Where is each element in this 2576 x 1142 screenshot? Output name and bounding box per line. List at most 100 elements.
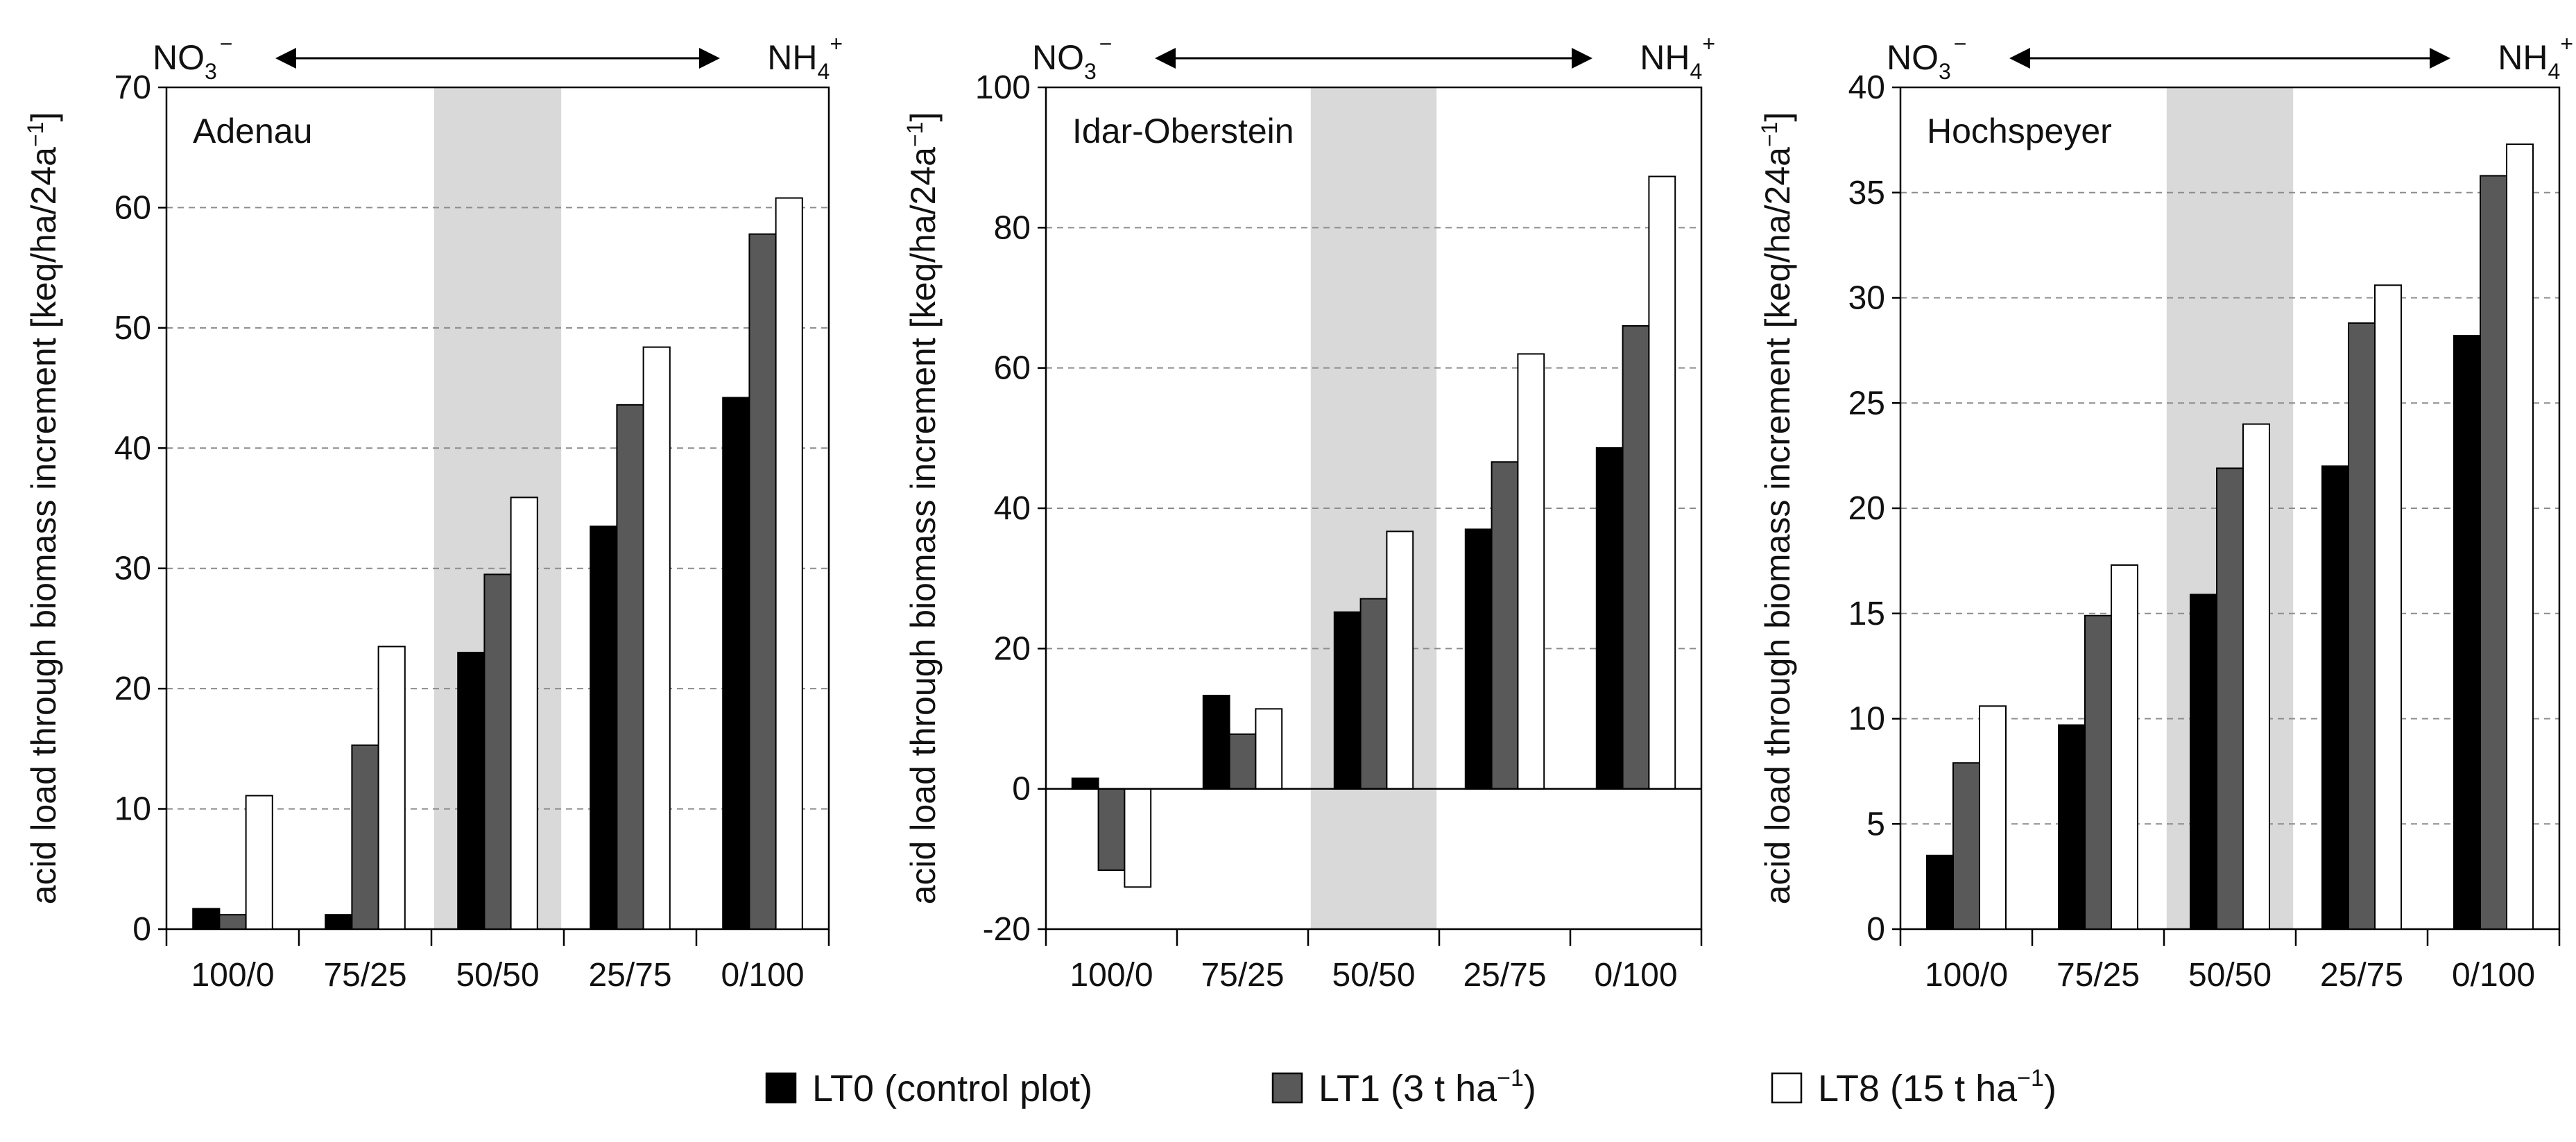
legend-sup: −1 [1497, 1065, 1524, 1091]
site-label: Hochspeyer [1927, 112, 2112, 150]
x-tick-label: 100/0 [191, 957, 274, 994]
x-tick-label: 50/50 [1332, 957, 1415, 994]
legend-label-0: LT0 (control plot) [812, 1068, 1092, 1109]
bar-lt8-0/100 [775, 197, 803, 930]
x-tick-label: 75/25 [1201, 957, 1284, 994]
ion-superscript: − [1099, 31, 1113, 56]
bar-lt0-50/50 [2190, 594, 2217, 930]
y-axis-label: acid load through biomass increment [keq… [1757, 112, 1797, 905]
y-tick-label: 30 [114, 551, 151, 587]
x-tick-label: 25/75 [2320, 957, 2403, 994]
y-tick-label: 0 [1866, 911, 1885, 948]
y-tick-label: 50 [114, 310, 151, 347]
bar-lt1-100/0 [1097, 788, 1126, 872]
x-tick-label: 75/25 [2056, 957, 2140, 994]
y-tick-label: 25 [1848, 385, 1885, 422]
bar-lt0-100/0 [192, 908, 221, 930]
legend-close: ) [2044, 1068, 2056, 1109]
bar-lt0-75/25 [325, 914, 353, 931]
bar-lt0-75/25 [1202, 695, 1230, 790]
ion-superscript: − [220, 31, 233, 56]
y-tick-label: 100 [975, 69, 1031, 106]
bar-lt1-50/50 [2216, 467, 2244, 930]
ylabel-sup: −1 [23, 122, 48, 147]
bar-lt8-50/50 [510, 496, 538, 930]
bar-lt1-0/100 [1622, 325, 1650, 790]
bar-lt0-25/75 [1464, 528, 1493, 790]
y-tick-label: 35 [1848, 175, 1885, 211]
bar-lt8-75/25 [377, 646, 406, 930]
y-tick-label: 40 [1848, 69, 1885, 106]
bar-lt8-100/0 [245, 795, 273, 930]
y-tick-label: 0 [1012, 771, 1031, 808]
site-label: Adenau [193, 112, 312, 150]
ion-superscript: − [1954, 31, 1967, 56]
y-tick-label: 40 [994, 490, 1031, 527]
ylabel-close: ] [1758, 112, 1797, 122]
bar-lt1-75/25 [2084, 614, 2112, 930]
ylabel-sup: −1 [902, 122, 927, 147]
ion-base: NH [767, 38, 817, 77]
ion-base: NH [1640, 38, 1690, 77]
x-tick-label: 0/100 [1594, 957, 1677, 994]
bar-lt8-50/50 [1386, 530, 1414, 790]
y-tick-label: 30 [1848, 280, 1885, 317]
ylabel-close: ] [24, 112, 63, 122]
ion-base: NH [2498, 38, 2548, 77]
x-tick-label: 25/75 [1463, 957, 1546, 994]
legend-swatch-2 [1771, 1072, 1803, 1104]
bar-lt0-100/0 [1926, 854, 1954, 931]
y-tick-label: 60 [994, 350, 1031, 387]
x-tick-label: 50/50 [2188, 957, 2272, 994]
chart-panel-3: 0 5 10 15 20 25 30 35 40 100/0 75/25 50/50 25/75 0/10… [1757, 31, 2573, 994]
ylabel-main: acid load through biomass increment [keq… [24, 147, 63, 905]
ion-base: NO [153, 38, 205, 77]
legend-sup: −1 [2017, 1065, 2044, 1091]
y-tick-label: 15 [1848, 596, 1885, 632]
ion-label-nitrate: NO3− [1032, 31, 1112, 84]
ion-label-ammonium: NH4+ [767, 31, 843, 84]
x-tick-label: 100/0 [1070, 957, 1153, 994]
x-tick-label: 50/50 [456, 957, 539, 994]
bar-lt1-25/75 [1491, 461, 1519, 790]
y-tick-label: 20 [994, 630, 1031, 667]
legend-text: LT1 (3 t ha [1319, 1068, 1497, 1109]
chart-panel-1: 0 10 20 30 40 50 60 70 100/0 75/25 50/50 25/75 0/100… [23, 31, 843, 994]
ion-label-ammonium: NH4+ [2498, 31, 2573, 84]
ion-label-nitrate: NO3− [1887, 31, 1966, 84]
y-tick-label: 20 [1848, 490, 1885, 527]
legend-label-1: LT1 (3 t ha−1) [1319, 1065, 1536, 1109]
y-tick-label: -20 [983, 911, 1031, 948]
bar-lt0-0/100 [722, 397, 750, 930]
y-tick-label: 80 [994, 209, 1031, 246]
y-tick-label: 10 [114, 791, 151, 828]
ion-label-ammonium: NH4+ [1640, 31, 1715, 84]
bar-lt1-25/75 [616, 404, 644, 930]
ylabel-main: acid load through biomass increment [keq… [904, 147, 943, 905]
ion-subscript: 3 [1939, 59, 1951, 84]
bar-lt0-0/100 [2453, 335, 2481, 930]
bar-lt0-0/100 [1595, 447, 1624, 790]
legend: LT0 (control plot) LT1 (3 t ha−1) LT8 (15 … [765, 1065, 2056, 1109]
x-tick-label: 0/100 [2452, 957, 2535, 994]
y-tick-label: 5 [1866, 806, 1885, 842]
ylabel-main: acid load through biomass increment [keq… [1758, 147, 1797, 905]
bar-lt8-50/50 [2242, 423, 2270, 930]
x-tick-label: 25/75 [588, 957, 671, 994]
ion-base: NO [1032, 38, 1084, 77]
bar-lt1-0/100 [748, 233, 777, 930]
legend-text: LT8 (15 t ha [1818, 1068, 2018, 1109]
ion-superscript: + [830, 31, 843, 56]
ion-superscript: + [2560, 31, 2573, 56]
site-label: Idar-Oberstein [1072, 112, 1294, 150]
y-tick-label: 0 [132, 911, 151, 948]
y-tick-label: 60 [114, 189, 151, 226]
x-tick-label: 75/25 [323, 957, 406, 994]
bar-lt1-50/50 [1359, 598, 1388, 790]
bar-lt8-25/75 [642, 346, 671, 930]
chart-panel-2: -20 0 20 40 60 80 100 100/0 75/25 50/50 25/75 0/100… [902, 31, 1715, 994]
bar-lt1-25/75 [2348, 322, 2376, 931]
ion-label-nitrate: NO3− [153, 31, 232, 84]
bar-lt1-75/25 [1228, 733, 1257, 790]
